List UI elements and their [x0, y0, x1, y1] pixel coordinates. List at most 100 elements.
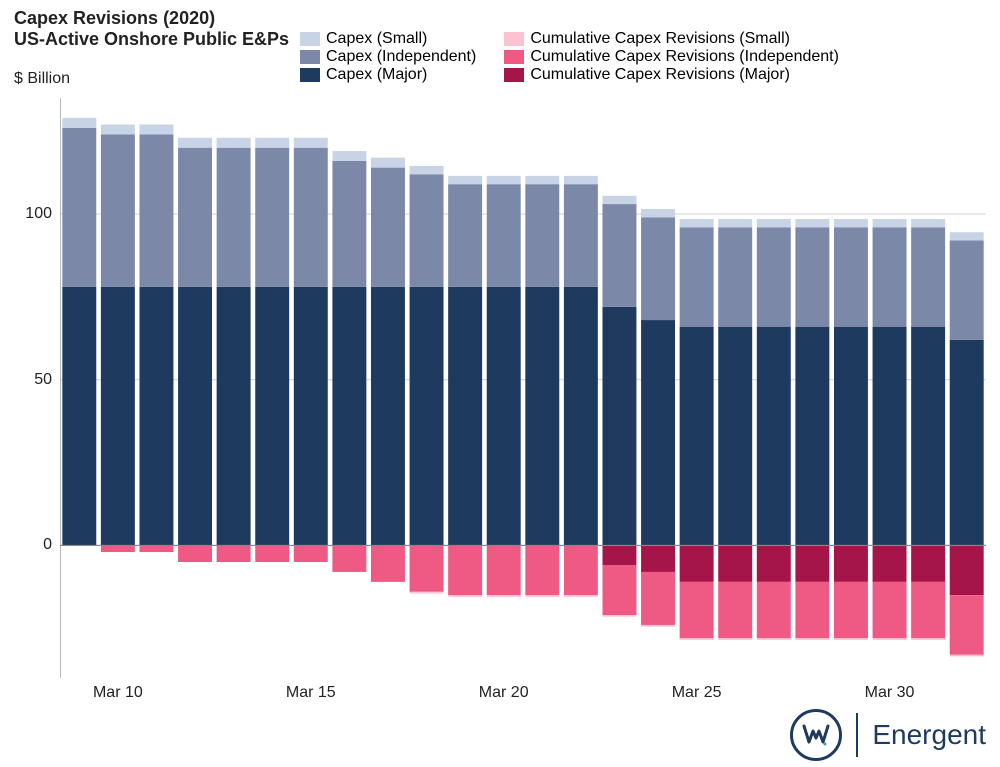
- legend-label: Capex (Independent): [326, 48, 476, 66]
- bar-segment: [950, 241, 984, 340]
- bar-segment: [294, 545, 328, 562]
- bar-segment: [602, 204, 636, 307]
- bar-segment: [641, 545, 675, 572]
- bar-segment: [641, 572, 675, 625]
- legend-swatch: [300, 50, 320, 64]
- bar-segment: [448, 595, 482, 597]
- legend-label: Cumulative Capex Revisions (Major): [530, 66, 790, 84]
- y-tick-label: 50: [34, 371, 60, 389]
- bar-segment: [139, 125, 173, 135]
- bar-segment: [564, 545, 598, 595]
- bar-segment: [255, 148, 289, 287]
- brand-logo-icon: [790, 709, 842, 761]
- legend-item: Capex (Small): [300, 30, 476, 48]
- bar-segment: [718, 545, 752, 581]
- bar-segment: [795, 219, 829, 227]
- bar-segment: [178, 148, 212, 287]
- bar-segment: [602, 545, 636, 565]
- chart-svg: [60, 98, 986, 678]
- bar-segment: [332, 161, 366, 287]
- legend-label: Cumulative Capex Revisions (Small): [530, 30, 790, 48]
- chart-title-block: Capex Revisions (2020) US-Active Onshore…: [14, 8, 289, 50]
- bar-segment: [139, 134, 173, 286]
- bar-segment: [911, 327, 945, 546]
- bar-segment: [873, 219, 907, 227]
- bar-segment: [873, 582, 907, 638]
- legend-swatch: [504, 68, 524, 82]
- bar-segment: [139, 287, 173, 546]
- x-tick-label: Mar 25: [672, 678, 722, 702]
- bar-segment: [371, 158, 405, 168]
- y-axis-label: $ Billion: [14, 70, 70, 88]
- x-tick-label: Mar 10: [93, 678, 143, 702]
- bar-segment: [525, 595, 559, 597]
- bar-segment: [602, 565, 636, 615]
- bar-segment: [62, 128, 96, 287]
- bar-segment: [911, 219, 945, 227]
- bar-segment: [602, 196, 636, 204]
- bar-segment: [487, 176, 521, 184]
- bar-segment: [294, 138, 328, 148]
- bar-segment: [795, 638, 829, 640]
- bar-segment: [217, 287, 251, 546]
- x-tick-label: Mar 30: [865, 678, 915, 702]
- bar-segment: [834, 582, 868, 638]
- bar-segment: [487, 184, 521, 287]
- brand-name: Energent: [872, 719, 986, 751]
- legend-label: Cumulative Capex Revisions (Independent): [530, 48, 839, 66]
- legend: Capex (Small) Cumulative Capex Revisions …: [300, 30, 839, 84]
- bar-segment: [525, 184, 559, 287]
- bar-segment: [757, 545, 791, 581]
- brand-divider: [856, 713, 858, 757]
- x-tick-label: Mar 15: [286, 678, 336, 702]
- bar-segment: [680, 219, 714, 227]
- bar-segment: [680, 582, 714, 638]
- y-tick-label: 100: [25, 205, 60, 223]
- bar-segment: [718, 227, 752, 326]
- legend-item: Cumulative Capex Revisions (Major): [504, 66, 839, 84]
- bar-segment: [410, 174, 444, 287]
- bar-segment: [178, 287, 212, 546]
- bar-segment: [718, 582, 752, 638]
- bar-segment: [371, 168, 405, 287]
- bar-segment: [410, 287, 444, 546]
- bar-segment: [834, 638, 868, 640]
- bar-segment: [950, 232, 984, 240]
- bar-segment: [680, 638, 714, 640]
- bar-segment: [255, 545, 289, 562]
- bar-segment: [410, 545, 444, 591]
- bar-segment: [718, 638, 752, 640]
- legend-item: Cumulative Capex Revisions (Independent): [504, 48, 839, 66]
- bar-segment: [834, 227, 868, 326]
- bar-segment: [680, 545, 714, 581]
- bar-segment: [641, 625, 675, 627]
- bar-segment: [757, 219, 791, 227]
- bar-segment: [525, 287, 559, 546]
- bar-segment: [680, 227, 714, 326]
- bar-segment: [62, 287, 96, 546]
- bar-segment: [255, 287, 289, 546]
- bar-segment: [139, 545, 173, 552]
- bar-segment: [255, 138, 289, 148]
- bar-segment: [62, 118, 96, 128]
- bar-segment: [757, 327, 791, 546]
- bar-segment: [525, 176, 559, 184]
- bar-segment: [873, 227, 907, 326]
- bar-segment: [680, 327, 714, 546]
- legend-label: Capex (Major): [326, 66, 427, 84]
- y-tick-label: 0: [43, 536, 60, 554]
- bar-segment: [873, 545, 907, 581]
- legend-swatch: [504, 32, 524, 46]
- bar-segment: [101, 545, 135, 552]
- bar-segment: [950, 655, 984, 657]
- bar-segment: [602, 307, 636, 546]
- legend-swatch: [300, 68, 320, 82]
- bar-segment: [217, 148, 251, 287]
- bar-segment: [564, 595, 598, 597]
- chart-title-line2: US-Active Onshore Public E&Ps: [14, 29, 289, 50]
- bar-segment: [911, 638, 945, 640]
- legend-swatch: [504, 50, 524, 64]
- bar-segment: [101, 134, 135, 286]
- bar-segment: [564, 184, 598, 287]
- bar-segment: [757, 638, 791, 640]
